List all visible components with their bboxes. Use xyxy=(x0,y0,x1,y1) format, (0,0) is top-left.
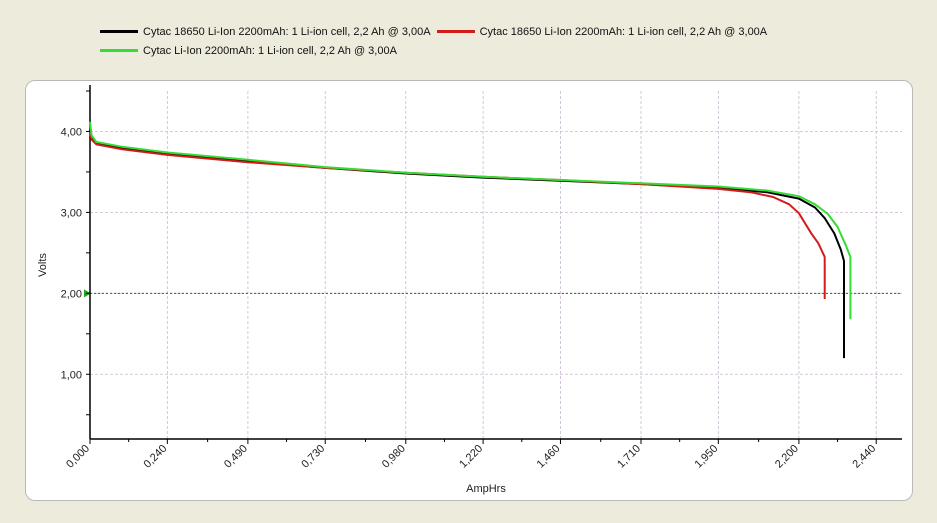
legend-label-red: Cytac 18650 Li-Ion 2200mAh: 1 Li-ion cel… xyxy=(479,25,768,38)
x-tick-label-4: 0,980 xyxy=(380,443,408,471)
x-tick-label-10: 2,440 xyxy=(850,443,878,471)
x-axis-title: AmpHrs xyxy=(466,483,506,495)
legend-item-green: Cytac Li-Ion 2200mAh: 1 Li-ion cell, 2,2… xyxy=(100,45,397,57)
legend-swatch-red xyxy=(436,30,475,33)
legend-row-2: Cytac Li-Ion 2200mAh: 1 Li-ion cell, 2,2… xyxy=(100,41,920,60)
series-line-0 xyxy=(89,129,845,359)
y-tick-label-3: 4,00 xyxy=(61,126,82,138)
x-tick-label-7: 1,710 xyxy=(615,443,643,471)
series-line-2 xyxy=(89,121,852,320)
y-tick-label-2: 3,00 xyxy=(61,207,82,219)
chart-panel: 1,00 2,00 3,00 4,00 0,000 0,240 0,490 0,730 0,98… xyxy=(25,80,913,501)
legend-label-green: Cytac Li-Ion 2200mAh: 1 Li-ion cell, 2,2… xyxy=(143,44,397,57)
x-tick-label-1: 0,240 xyxy=(142,443,170,471)
y-tick-label-0: 1,00 xyxy=(61,369,82,381)
legend-label-black: Cytac 18650 Li-Ion 2200mAh: 1 Li-ion cel… xyxy=(143,25,431,38)
y-tick-label-1: 2,00 xyxy=(61,288,82,300)
x-tick-label-2: 0,490 xyxy=(222,443,250,471)
x-tick-label-0: 0,000 xyxy=(64,443,92,471)
x-tick-label-3: 0,730 xyxy=(299,443,327,471)
x-tick-label-6: 1,460 xyxy=(535,443,563,471)
x-tick-label-8: 1,950 xyxy=(693,443,721,471)
legend-row-1: Cytac 18650 Li-Ion 2200mAh: 1 Li-ion cel… xyxy=(100,22,920,41)
legend-swatch-green xyxy=(100,49,138,52)
legend-item-black: Cytac 18650 Li-Ion 2200mAh: 1 Li-ion cel… xyxy=(100,26,431,38)
chart-legend: Cytac 18650 Li-Ion 2200mAh: 1 Li-ion cel… xyxy=(100,22,920,60)
discharge-chart: 1,00 2,00 3,00 4,00 0,000 0,240 0,490 0,730 0,98… xyxy=(37,85,902,495)
legend-item-red: Cytac 18650 Li-Ion 2200mAh: 1 Li-ion cel… xyxy=(436,25,768,38)
y-axis-title: Volts xyxy=(37,253,49,277)
x-tick-label-9: 2,200 xyxy=(773,443,801,471)
x-tick-label-5: 1,220 xyxy=(457,443,485,471)
legend-swatch-black xyxy=(100,30,138,33)
